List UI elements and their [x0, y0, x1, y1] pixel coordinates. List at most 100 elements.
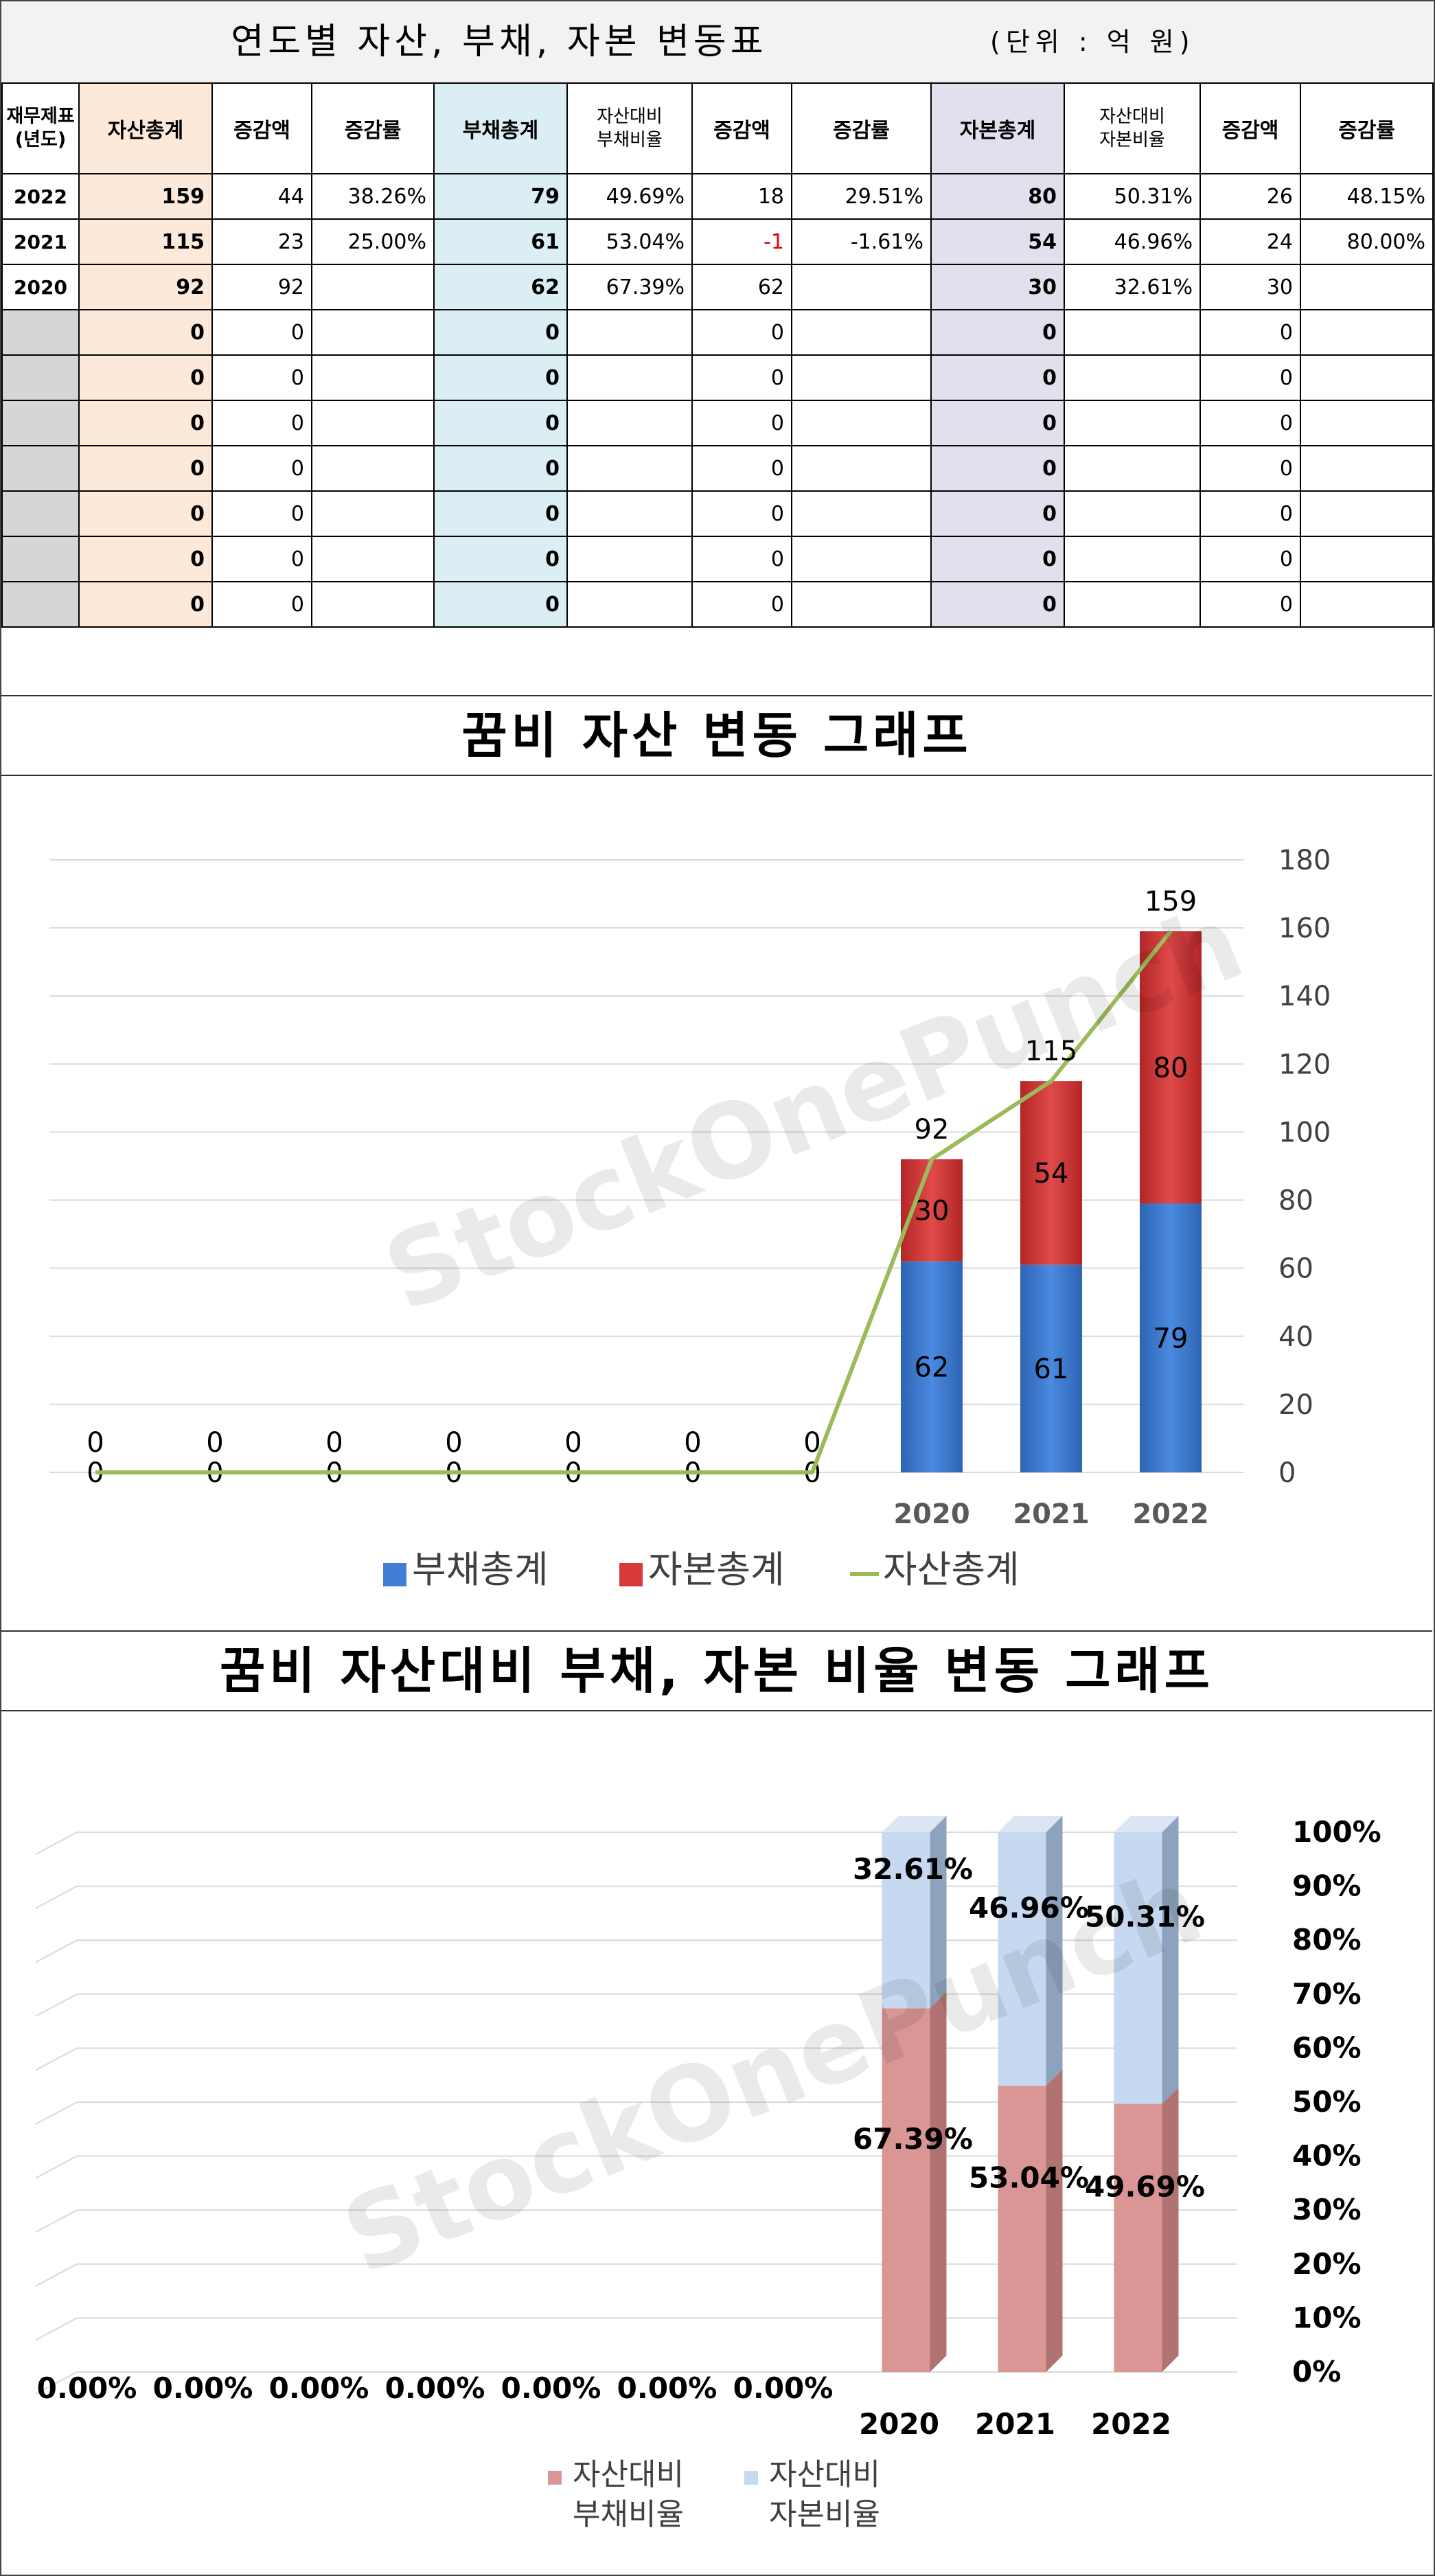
table-cell: 0: [930, 445, 1065, 492]
bar-label: 50.31%: [1085, 1900, 1205, 1934]
table-cell: 0: [691, 354, 792, 401]
y-tick-label: 80: [1278, 1185, 1313, 1217]
table-cell: [791, 581, 932, 628]
table-cell: [566, 309, 693, 356]
table-cell: 61: [433, 218, 568, 265]
table-header-cell: 증감률: [311, 82, 435, 174]
table-cell: [791, 400, 932, 446]
line-label: 0: [206, 1427, 223, 1459]
table-cell: 0: [211, 581, 312, 628]
table-cell: 0: [78, 400, 213, 446]
gridline-wall: [35, 2317, 78, 2341]
table-cell: 18: [691, 173, 792, 220]
table-cell: [566, 445, 693, 492]
table-header-cell: 재무제표 (년도): [1, 82, 80, 174]
table-cell: [1064, 400, 1201, 446]
gridline-wall: [35, 2101, 78, 2125]
table-cell: 2020: [1, 264, 80, 310]
y-tick-label: 70%: [1292, 1977, 1362, 2011]
bar-label: 0.00%: [385, 2371, 485, 2405]
y-tick-label: 100: [1278, 1117, 1331, 1148]
bar-label: 53.04%: [969, 2161, 1089, 2195]
table-cell: 62: [691, 264, 792, 310]
table-cell: 0: [211, 354, 312, 401]
bar-equity-ratio: [998, 1832, 1046, 2086]
line-label: 0: [87, 1427, 104, 1459]
table-cell: [1064, 354, 1201, 401]
bar-debt-ratio: [1114, 2104, 1162, 2372]
table-cell: 0: [1199, 445, 1301, 492]
y-tick-label: 60: [1278, 1253, 1313, 1285]
table-cell: 0: [211, 490, 312, 537]
table-cell: 0: [930, 490, 1065, 537]
table-cell: [1, 354, 80, 401]
bar-label: 80: [1153, 1052, 1189, 1084]
gridline-wall: [35, 2263, 78, 2287]
legend-label: 자산대비 부채비율: [573, 2457, 684, 2532]
table-cell: 53.04%: [566, 218, 693, 265]
table-cell: 92: [78, 264, 213, 310]
table-header-cell: 자산대비 자본비율: [1064, 82, 1201, 174]
table-cell: 0: [691, 445, 792, 492]
gridline-wall: [35, 1832, 78, 1855]
table-cell: [791, 264, 932, 310]
x-tick-label: 2020: [893, 1498, 969, 1530]
bar-equity-ratio-side: [1046, 1816, 1063, 2086]
x-tick-label: 2021: [975, 2407, 1055, 2441]
bar-label: 62: [915, 1352, 950, 1383]
table-cell: 0: [211, 309, 312, 356]
table-header-cell: 증감률: [791, 82, 932, 174]
table-cell: [791, 490, 932, 537]
table-cell: [566, 581, 693, 628]
x-tick-label: 2022: [1091, 2407, 1171, 2441]
bar-label: 0.00%: [617, 2371, 718, 2405]
gridline-wall: [35, 1939, 78, 1963]
table-cell: 0: [78, 445, 213, 492]
table-cell: 159: [78, 173, 213, 220]
legend-swatch-debt: [383, 1563, 406, 1586]
y-tick-label: 0: [1278, 1457, 1296, 1489]
bar-label: 46.96%: [969, 1891, 1089, 1925]
table-row: 2021 115 23 25.00% 61 53.04% -1 -1.61% 54 46.96% 2…: [1, 218, 1434, 265]
table-header-cell: 증감액: [691, 82, 792, 174]
bar-equity: [1020, 1081, 1082, 1265]
table-cell: [311, 490, 435, 537]
table-header-cell: 자본총계: [930, 82, 1065, 174]
table-cell: 30: [930, 264, 1065, 310]
table-cell: 0: [211, 400, 312, 446]
table-cell: [1300, 445, 1434, 492]
table-cell: [1, 490, 80, 537]
bar-debt: [901, 1261, 963, 1472]
table-cell: [1064, 309, 1201, 356]
table-cell: [311, 309, 435, 356]
ratio-chart-svg: 0% 10% 20% 30% 40% 50% 60% 70% 80% 90% 100% 0.00% 0.…: [35, 1815, 1381, 2532]
table-cell: 92: [211, 264, 312, 310]
table-cell: 0: [1199, 581, 1301, 628]
table-cell: 80: [930, 173, 1065, 220]
y-tick-label: 20%: [1292, 2247, 1362, 2281]
bar-label: 0.00%: [501, 2371, 601, 2405]
table-cell: 38.26%: [311, 173, 435, 220]
asset-chart-svg: 0 20 40 60 80 100 120 140 160 180 0 0 0 0 0 0 0 62 30 2020 6…: [49, 845, 1331, 1591]
table-cell: 25.00%: [311, 218, 435, 265]
table-cell: 80.00%: [1300, 218, 1434, 265]
bar-equity: [1140, 931, 1202, 1204]
table-cell: 30: [1199, 264, 1301, 310]
bar-debt-ratio: [882, 2008, 930, 2372]
table-cell: 0: [78, 490, 213, 537]
bar-label: 0.00%: [269, 2371, 369, 2405]
table-cell: 0: [78, 581, 213, 628]
table-cell: 0: [691, 536, 792, 582]
table-header-cell: 증감률: [1300, 82, 1434, 174]
table-cell: [1, 400, 80, 446]
y-tick-label: 0%: [1292, 2355, 1341, 2389]
line-label: 0: [564, 1427, 582, 1459]
table-cell: [311, 264, 435, 310]
gridline-wall: [35, 1993, 78, 2017]
financial-table: 재무제표 (년도) 자산총계 증감액 증감률 부채총계 자산대비 부채비율 증감액 증감률 자본…: [1, 82, 1434, 628]
y-tick-label: 30%: [1292, 2193, 1362, 2226]
table-cell: 115: [78, 218, 213, 265]
line-label: 0: [803, 1427, 820, 1459]
